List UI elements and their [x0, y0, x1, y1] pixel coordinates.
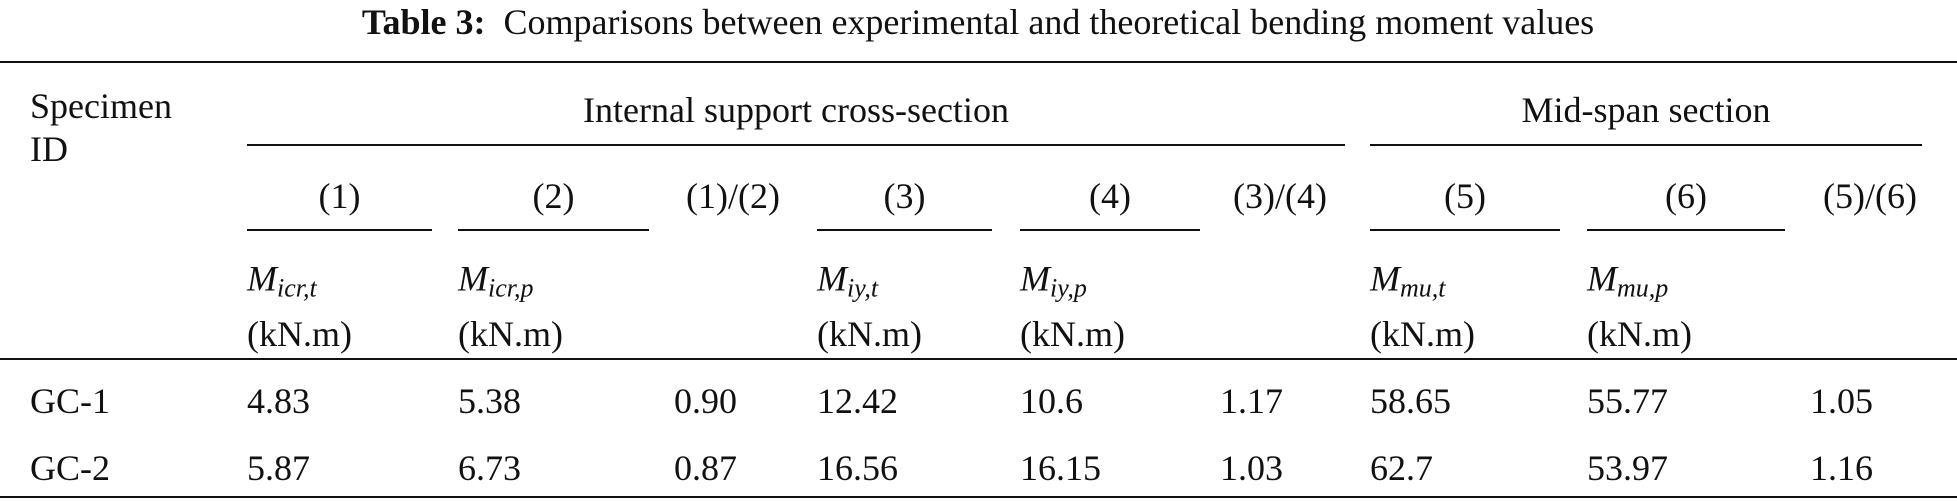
cell: 55.77: [1587, 381, 1668, 421]
subscript: iy,p: [1050, 273, 1087, 303]
top-rule: [0, 61, 1957, 63]
cell: 6.73: [458, 448, 521, 488]
cell: 0.87: [674, 448, 737, 488]
quantity-symbol: Micr,p: [458, 261, 534, 302]
title-text: Comparisons between experimental and the…: [503, 2, 1595, 42]
cell: 1.03: [1220, 448, 1283, 488]
quantity-unit: (kN.m): [247, 314, 352, 354]
column-underline: [458, 229, 649, 231]
cell: 1.05: [1810, 381, 1873, 421]
quantity-unit: (kN.m): [1587, 314, 1692, 354]
column-number: (4): [1089, 176, 1131, 216]
symbol: M: [1370, 258, 1400, 299]
bottom-rule: [0, 496, 1957, 498]
column-underline: [1370, 229, 1560, 231]
column-underline: [1020, 229, 1200, 231]
cell: 16.56: [817, 448, 898, 488]
column-number: (2): [532, 176, 575, 216]
specimen-header: Specimen ID: [30, 85, 172, 169]
subscript: iy,t: [847, 273, 879, 303]
cell: 1.16: [1810, 448, 1873, 488]
column-number: (5)/(6): [1823, 176, 1917, 216]
cell: 5.87: [247, 448, 310, 488]
specimen-id: GC-2: [30, 448, 110, 488]
column-number: (1)/(2): [686, 176, 780, 216]
cell: 1.17: [1220, 381, 1283, 421]
subscript: icr,t: [277, 273, 317, 303]
quantity-unit: (kN.m): [817, 314, 922, 354]
cell: 62.7: [1370, 448, 1433, 488]
quantity-symbol: Mmu,p: [1587, 261, 1668, 302]
quantity-unit: (kN.m): [1370, 314, 1475, 354]
title-label: Table 3:: [361, 2, 486, 42]
cell: 0.90: [674, 381, 737, 421]
quantity-unit: (kN.m): [1020, 314, 1125, 354]
quantity-unit: (kN.m): [458, 314, 563, 354]
specimen-id: GC-1: [30, 381, 110, 421]
column-number: (6): [1665, 176, 1707, 216]
cell: 16.15: [1020, 448, 1101, 488]
subscript: icr,p: [488, 273, 534, 303]
cell: 5.38: [458, 381, 521, 421]
symbol: M: [817, 258, 847, 299]
column-number: (3)/(4): [1233, 176, 1327, 216]
quantity-symbol: Miy,p: [1020, 261, 1087, 302]
quantity-symbol: Mmu,t: [1370, 261, 1446, 302]
group-underline: [247, 144, 1345, 146]
group-header: Internal support cross-section: [583, 90, 1009, 130]
subscript: mu,t: [1400, 273, 1446, 303]
table-title: Table 3: Comparisons between experimenta…: [362, 4, 1594, 40]
cell: 58.65: [1370, 381, 1451, 421]
quantity-symbol: Micr,t: [247, 261, 317, 302]
group-underline: [1370, 144, 1922, 146]
cell: 12.42: [817, 381, 898, 421]
group-header: Mid-span section: [1521, 90, 1771, 130]
column-underline: [247, 229, 432, 231]
symbol: M: [1020, 258, 1050, 299]
quantity-symbol: Miy,t: [817, 261, 878, 302]
symbol: M: [458, 258, 488, 299]
subscript: mu,p: [1617, 273, 1669, 303]
cell: 4.83: [247, 381, 310, 421]
column-number: (5): [1444, 176, 1486, 216]
symbol: M: [247, 258, 277, 299]
column-number: (1): [318, 176, 361, 216]
symbol: M: [1587, 258, 1617, 299]
cell: 10.6: [1020, 381, 1083, 421]
column-underline: [1587, 229, 1785, 231]
column-number: (3): [883, 176, 926, 216]
column-underline: [817, 229, 992, 231]
header-rule: [0, 358, 1957, 360]
cell: 53.97: [1587, 448, 1668, 488]
